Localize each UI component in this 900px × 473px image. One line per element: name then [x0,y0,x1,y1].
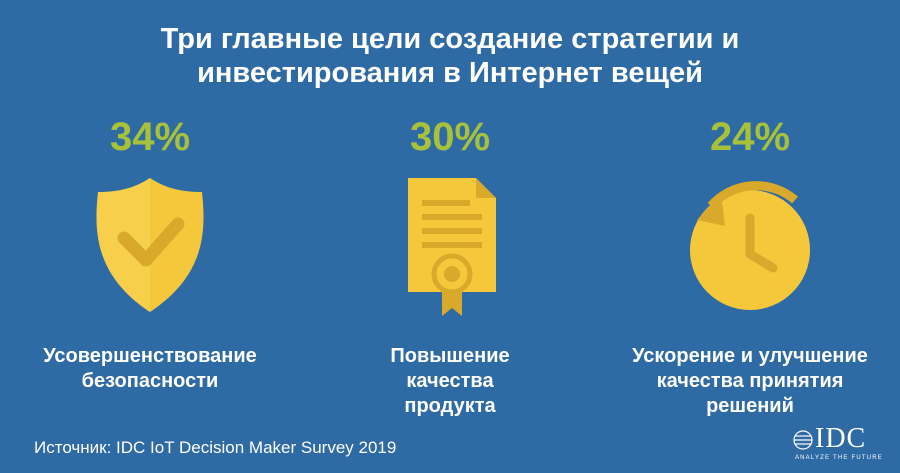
label-line: Ускорение и улучшение [632,345,868,367]
label-line: Повышение [390,345,510,367]
percent-value: 34% [109,115,191,159]
goal-decision-making: 24% Ускорение и улучшение качества приня… [600,112,900,419]
label-line: продукта [404,395,496,417]
label-line: решений [706,395,794,417]
label-line: безопасности [81,370,219,392]
label-line: Усовершенствование [43,345,257,367]
infographic-title: Три главные цели создание стратегии и ин… [0,22,900,90]
label-line: качества [406,370,494,392]
clock-refresh-icon [690,181,810,310]
goal-label: Усовершенствование безопасности [0,344,300,394]
icon-container [600,170,900,320]
label-line: качества принятия [656,370,844,392]
idc-logo: IDC ANALYZE THE FUTURE [793,424,883,464]
percent-value: 24% [709,115,791,159]
goal-security: 34% Усовершенствование безопасности [0,112,300,394]
shield-check-icon [96,178,204,312]
icon-container [0,170,300,320]
title-line-1: Три главные цели создание стратегии и [160,23,740,55]
certificate-document-icon [408,178,496,316]
logo-name: IDC [815,423,867,454]
logo-tagline: ANALYZE THE FUTURE [794,455,883,461]
globe-icon [793,430,813,450]
icon-container [300,170,600,320]
goal-label: Повышение качества продукта [300,344,600,419]
goal-product-quality: 30% Повышение качества продукта [300,112,600,419]
goal-label: Ускорение и улучшение качества принятия … [600,344,900,419]
percent-value: 30% [409,115,491,159]
source-note: Источник: IDC IoT Decision Maker Survey … [34,438,397,457]
title-line-2: инвестирования в Интернет вещей [197,57,703,89]
